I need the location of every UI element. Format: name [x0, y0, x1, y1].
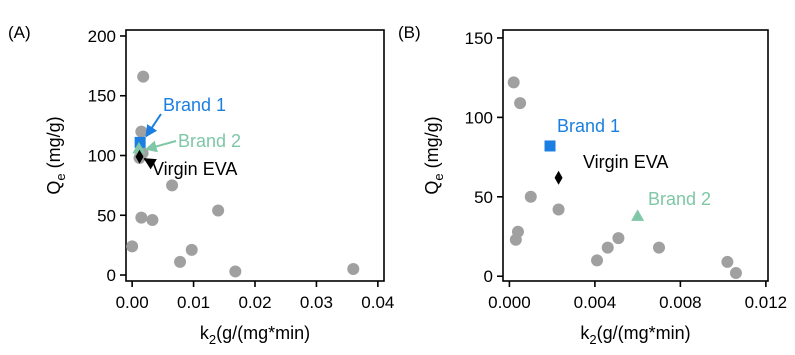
panel-label: (A) — [8, 23, 31, 42]
brand2-point — [132, 141, 146, 154]
data-point — [185, 243, 198, 256]
y-axis-label: Qe (mg/g) — [44, 116, 68, 194]
x-axis-label: k2(g/(mg*min) — [200, 323, 310, 347]
y-tick-label: 50 — [474, 188, 493, 207]
data-point — [347, 263, 360, 276]
x-tick-label: 0.00 — [116, 293, 149, 312]
x-tick-label: 0.008 — [659, 293, 702, 312]
data-point — [135, 125, 148, 138]
x-axis-label: k2(g/(mg*min) — [580, 323, 690, 347]
brand1-point — [134, 136, 146, 148]
data-point — [721, 255, 734, 268]
panel-a: (A) 0.00 0.01 0.02 0.03 0.04 0 50 100 150 200 k2(g/… — [8, 23, 394, 347]
brand1-label: Brand 1 — [163, 95, 226, 115]
data-point — [126, 240, 139, 253]
brand1-label: Brand 1 — [557, 116, 620, 136]
data-point — [166, 179, 179, 192]
data-point — [137, 70, 150, 83]
x-tick-label: 0.004 — [574, 293, 617, 312]
x-tick-label: 0.000 — [488, 293, 531, 312]
x-tick-label: 0.01 — [177, 293, 210, 312]
y-tick-label: 100 — [88, 147, 116, 166]
virgin-eva-point — [554, 170, 563, 185]
data-point — [601, 241, 614, 254]
data-point — [212, 204, 225, 217]
data-point — [514, 97, 527, 110]
y-axis-label: Qe (mg/g) — [422, 116, 446, 194]
brand1-arrow — [145, 113, 162, 138]
plot-frame — [125, 29, 385, 282]
data-point — [174, 255, 187, 268]
x-tick-label: 0.02 — [238, 293, 271, 312]
y-tick-label: 0 — [107, 266, 116, 285]
x-tick-label: 0.012 — [745, 293, 788, 312]
y-tick-label: 150 — [465, 29, 493, 48]
data-point — [591, 254, 604, 267]
y-tick-label: 50 — [97, 206, 116, 225]
data-point — [552, 203, 565, 216]
virgin-eva-label: Virgin EVA — [152, 159, 237, 179]
brand1-point — [544, 140, 556, 152]
brand2-point — [631, 209, 645, 221]
data-point — [729, 267, 742, 280]
brand2-arrow — [144, 140, 177, 153]
data-point — [146, 214, 159, 227]
data-point — [511, 225, 524, 238]
y-tick-label: 0 — [484, 267, 493, 286]
brand2-label: Brand 2 — [178, 131, 241, 151]
x-tick-label: 0.04 — [361, 293, 394, 312]
y-tick-label: 200 — [88, 27, 116, 46]
data-point — [507, 76, 520, 89]
data-point — [135, 211, 148, 224]
panel-b: (B) 0.000 0.004 0.008 0.012 0 50 100 150 k2(g/(mg… — [398, 23, 787, 347]
data-point — [653, 241, 666, 254]
virgin-eva-arrow — [143, 157, 157, 170]
y-tick-label: 100 — [465, 108, 493, 127]
brand2-label: Brand 2 — [648, 189, 711, 209]
y-tick-label: 150 — [88, 87, 116, 106]
plot-frame — [502, 29, 769, 282]
data-point — [612, 232, 625, 245]
data-point — [229, 265, 242, 278]
panel-label: (B) — [398, 23, 421, 42]
x-tick-label: 0.03 — [300, 293, 333, 312]
virgin-eva-point — [135, 149, 144, 164]
data-point — [524, 190, 537, 203]
virgin-eva-label: Virgin EVA — [583, 152, 668, 172]
